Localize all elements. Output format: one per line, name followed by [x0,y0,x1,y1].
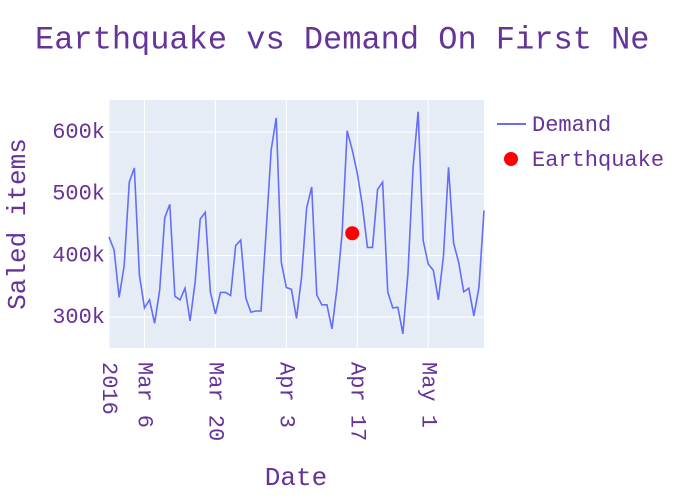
x-axis-title: Date [265,463,327,493]
y-tick-label: 600k [52,120,105,145]
x-tick-label: Mar 6 [132,362,157,428]
x-tick-label: Apr 3 [274,362,299,428]
plot-area [109,100,484,348]
legend-label: Earthquake [532,148,664,173]
legend-label: Demand [532,113,611,138]
x-tick-label: 2016 [96,362,121,415]
chart-title: Earthquake vs Demand On First Ne [35,21,650,58]
x-tick-label: May 1 [415,362,440,428]
y-axis-title: Saled items [3,138,33,310]
x-tick-label: Apr 17 [344,362,369,441]
legend-symbol [504,152,518,166]
y-tick-label: 500k [52,182,105,207]
line [108,111,485,334]
x-tick-label: Mar 20 [203,362,228,441]
y-tick-label: 300k [52,305,105,330]
marker [345,226,360,241]
y-tick-label: 400k [52,243,105,268]
